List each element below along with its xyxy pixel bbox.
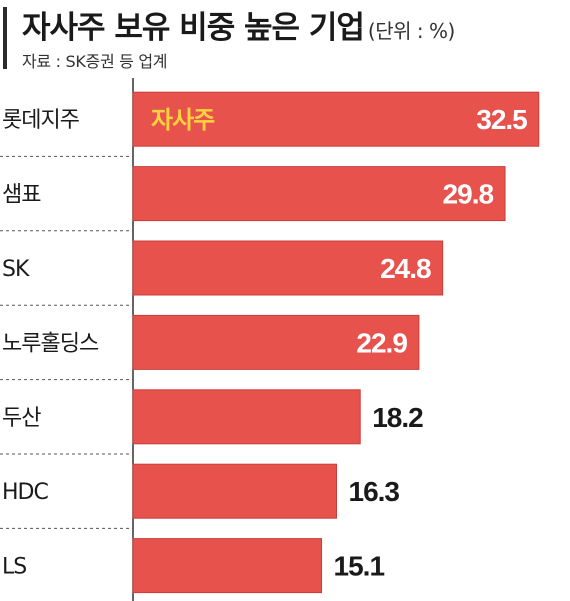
bar — [132, 91, 540, 147]
title-line: 자사주 보유 비중 높은 기업 (단위 : %) — [22, 2, 455, 47]
category-label: SK — [2, 257, 30, 282]
series-label: 자사주 — [151, 106, 215, 134]
bar — [132, 463, 338, 519]
value-label: 22.9 — [356, 327, 407, 358]
title-accent-bar — [3, 7, 7, 69]
category-label: 롯데지주 — [2, 108, 80, 133]
value-label: 29.8 — [443, 179, 494, 210]
source-note: 자료 : SK증권 등 업계 — [22, 52, 168, 71]
category-label: LS — [2, 555, 26, 580]
bar — [132, 240, 444, 296]
value-label: 24.8 — [380, 253, 431, 284]
value-label: 32.5 — [476, 104, 527, 135]
value-label: 15.1 — [334, 551, 385, 582]
category-label: HDC — [2, 480, 48, 505]
chart-title: 자사주 보유 비중 높은 기업 — [22, 10, 365, 46]
bar — [132, 389, 361, 445]
bar — [132, 166, 506, 222]
bar — [132, 314, 420, 370]
category-label: 샘표 — [2, 183, 41, 208]
value-label: 18.2 — [372, 402, 423, 433]
category-label: 노루홀딩스 — [2, 331, 99, 356]
value-label: 16.3 — [349, 476, 400, 507]
bar — [132, 538, 323, 594]
unit-label: (단위 : %) — [367, 19, 455, 43]
category-label: 두산 — [2, 406, 41, 431]
